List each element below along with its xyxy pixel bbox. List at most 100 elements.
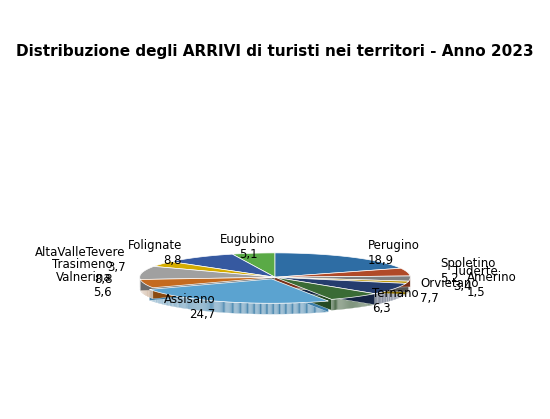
Polygon shape	[258, 303, 260, 314]
Polygon shape	[275, 276, 410, 288]
Polygon shape	[375, 294, 376, 305]
Polygon shape	[285, 303, 286, 314]
Polygon shape	[306, 303, 307, 313]
Text: Perugino
18,9: Perugino 18,9	[367, 239, 420, 266]
Polygon shape	[393, 289, 394, 300]
Polygon shape	[153, 291, 154, 302]
Polygon shape	[210, 300, 211, 312]
Polygon shape	[342, 298, 343, 309]
Polygon shape	[201, 300, 202, 311]
Text: Valnerina
5,6: Valnerina 5,6	[56, 272, 112, 299]
Polygon shape	[314, 302, 315, 313]
Polygon shape	[150, 279, 272, 300]
Polygon shape	[350, 297, 351, 308]
Polygon shape	[207, 300, 208, 311]
Polygon shape	[164, 294, 165, 305]
Polygon shape	[275, 277, 406, 295]
Polygon shape	[344, 298, 345, 309]
Polygon shape	[379, 293, 380, 304]
Polygon shape	[152, 290, 153, 302]
Polygon shape	[165, 294, 166, 305]
Polygon shape	[279, 303, 280, 314]
Polygon shape	[262, 303, 263, 314]
Polygon shape	[154, 261, 275, 277]
Polygon shape	[358, 296, 359, 308]
Polygon shape	[268, 303, 270, 314]
Polygon shape	[368, 295, 369, 306]
Polygon shape	[301, 303, 303, 314]
Polygon shape	[278, 303, 279, 314]
Polygon shape	[241, 303, 242, 314]
Polygon shape	[178, 297, 179, 308]
Polygon shape	[222, 302, 223, 313]
Polygon shape	[255, 303, 256, 314]
Text: Tuderte
3,4: Tuderte 3,4	[453, 265, 498, 293]
Polygon shape	[261, 303, 262, 314]
Polygon shape	[159, 292, 160, 303]
Polygon shape	[312, 302, 313, 313]
Polygon shape	[275, 277, 375, 305]
Polygon shape	[177, 296, 178, 308]
Polygon shape	[160, 293, 161, 304]
Polygon shape	[188, 298, 189, 309]
Polygon shape	[296, 303, 298, 314]
Polygon shape	[195, 299, 196, 310]
Polygon shape	[332, 299, 333, 310]
Polygon shape	[240, 303, 241, 313]
Text: Amerino
1,5: Amerino 1,5	[467, 271, 516, 299]
Polygon shape	[308, 302, 309, 313]
Polygon shape	[387, 291, 388, 302]
Polygon shape	[280, 303, 281, 314]
Polygon shape	[377, 293, 378, 304]
Polygon shape	[390, 290, 392, 301]
Polygon shape	[171, 254, 275, 277]
Polygon shape	[267, 303, 268, 314]
Polygon shape	[232, 302, 233, 313]
Polygon shape	[249, 303, 250, 314]
Polygon shape	[359, 296, 360, 308]
Polygon shape	[372, 294, 373, 305]
Polygon shape	[357, 297, 358, 308]
Polygon shape	[315, 302, 316, 313]
Polygon shape	[321, 302, 322, 313]
Polygon shape	[153, 277, 275, 299]
Polygon shape	[275, 277, 409, 292]
Polygon shape	[204, 300, 205, 311]
Polygon shape	[185, 297, 186, 309]
Polygon shape	[275, 277, 375, 305]
Polygon shape	[299, 303, 300, 314]
Polygon shape	[327, 301, 328, 312]
Polygon shape	[275, 277, 409, 283]
Polygon shape	[196, 299, 197, 310]
Polygon shape	[307, 303, 308, 313]
Polygon shape	[186, 298, 187, 309]
Polygon shape	[170, 295, 172, 306]
Polygon shape	[360, 296, 361, 307]
Polygon shape	[189, 298, 190, 309]
Polygon shape	[174, 296, 175, 307]
Polygon shape	[166, 294, 167, 305]
Polygon shape	[221, 302, 222, 313]
Title: Distribuzione degli ARRIVI di turisti nei territori - Anno 2023: Distribuzione degli ARRIVI di turisti ne…	[16, 44, 534, 59]
Polygon shape	[374, 294, 375, 305]
Polygon shape	[275, 277, 332, 310]
Polygon shape	[218, 301, 219, 312]
Polygon shape	[294, 303, 295, 314]
Polygon shape	[371, 294, 372, 305]
Polygon shape	[184, 297, 185, 309]
Polygon shape	[381, 292, 382, 303]
Polygon shape	[366, 295, 367, 306]
Polygon shape	[346, 298, 348, 309]
Polygon shape	[200, 300, 201, 310]
Polygon shape	[281, 303, 283, 314]
Polygon shape	[263, 303, 265, 314]
Polygon shape	[356, 297, 357, 308]
Polygon shape	[348, 297, 349, 309]
Polygon shape	[235, 303, 236, 313]
Polygon shape	[154, 291, 155, 302]
Polygon shape	[298, 303, 299, 314]
Polygon shape	[368, 295, 370, 306]
Polygon shape	[310, 302, 312, 313]
Polygon shape	[313, 302, 314, 313]
Polygon shape	[260, 303, 261, 314]
